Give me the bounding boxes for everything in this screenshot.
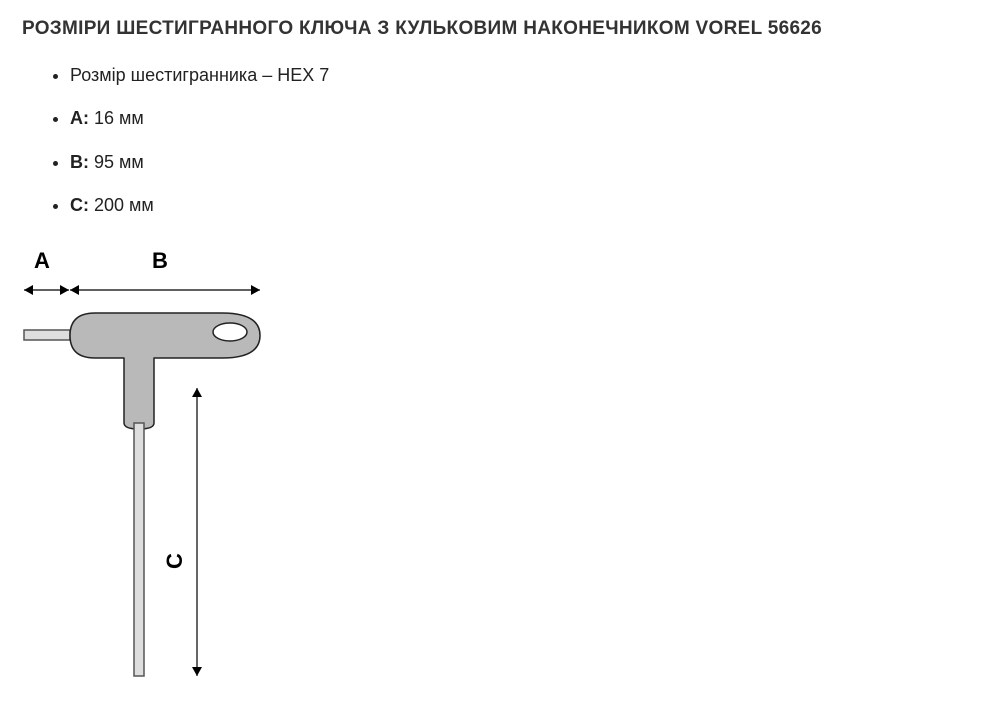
- spec-hex-text: Розмір шестигранника – HEX 7: [70, 65, 329, 85]
- spec-b-label: B:: [70, 152, 89, 172]
- spec-c-value: 200 мм: [94, 195, 154, 215]
- spec-list: Розмір шестигранника – HEX 7 A: 16 мм B:…: [22, 64, 978, 218]
- spec-b-value: 95 мм: [94, 152, 144, 172]
- hex-key-drawing: [22, 248, 322, 688]
- spec-a-value: 16 мм: [94, 108, 144, 128]
- diagram-label-a: A: [34, 248, 50, 274]
- dimension-diagram: A B C: [22, 248, 322, 688]
- page-root: РОЗМІРИ ШЕСТИГРАННОГО КЛЮЧА З КУЛЬКОВИМ …: [0, 0, 1000, 706]
- spec-item-hex: Розмір шестигранника – HEX 7: [70, 64, 978, 87]
- spec-item-a: A: 16 мм: [70, 107, 978, 130]
- spec-a-label: A:: [70, 108, 89, 128]
- spec-c-label: C:: [70, 195, 89, 215]
- diagram-label-c: C: [162, 553, 188, 569]
- spec-item-b: B: 95 мм: [70, 151, 978, 174]
- diagram-label-b: B: [152, 248, 168, 274]
- spec-item-c: C: 200 мм: [70, 194, 978, 217]
- page-title: РОЗМІРИ ШЕСТИГРАННОГО КЛЮЧА З КУЛЬКОВИМ …: [22, 18, 978, 40]
